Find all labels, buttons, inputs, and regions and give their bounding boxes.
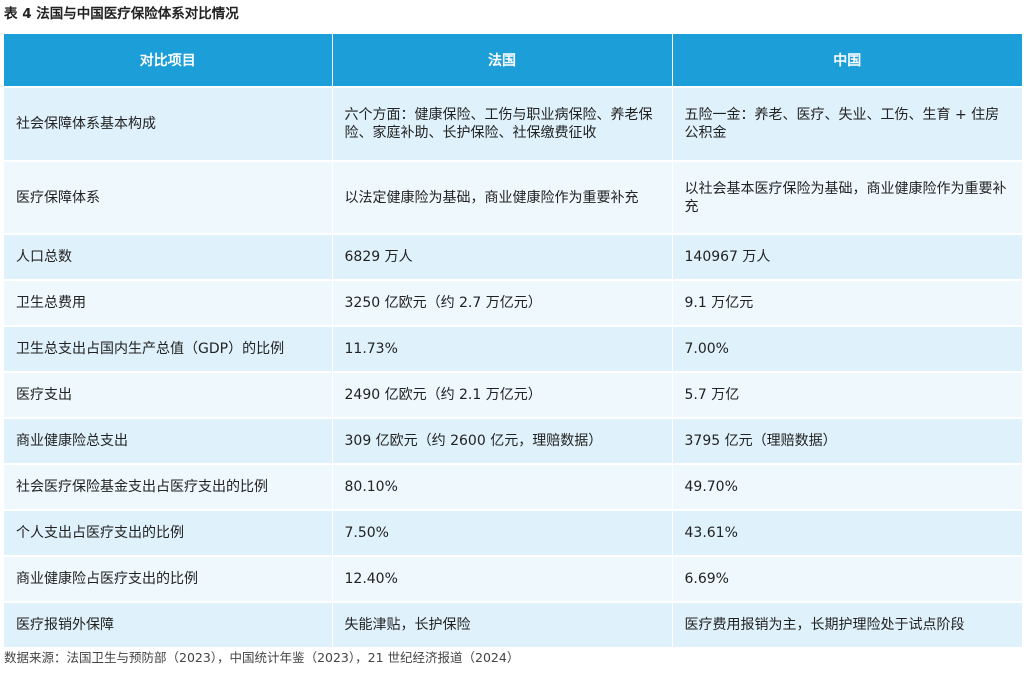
- row-france: 3250 亿欧元（约 2.7 万亿元）: [332, 279, 673, 326]
- table-row: 商业健康险占医疗支出的比例 12.40% 6.69%: [4, 555, 1022, 602]
- data-source-note: 数据来源：法国卫生与预防部（2023），中国统计年鉴（2023），21 世纪经济…: [4, 650, 520, 665]
- row-item: 卫生总费用: [4, 279, 333, 326]
- row-china: 7.00%: [672, 325, 1022, 372]
- row-france: 11.73%: [332, 325, 673, 372]
- table-row: 卫生总支出占国内生产总值（GDP）的比例 11.73% 7.00%: [4, 325, 1022, 372]
- table-row: 个人支出占医疗支出的比例 7.50% 43.61%: [4, 509, 1022, 556]
- table-row: 社会医疗保险基金支出占医疗支出的比例 80.10% 49.70%: [4, 463, 1022, 510]
- row-france: 失能津贴，长护保险: [332, 601, 673, 647]
- row-item: 社会医疗保险基金支出占医疗支出的比例: [4, 463, 333, 510]
- table-row: 人口总数 6829 万人 140967 万人: [4, 233, 1022, 280]
- header-china: 中国: [672, 34, 1022, 87]
- row-france: 80.10%: [332, 463, 673, 510]
- row-france: 309 亿欧元（约 2600 亿元，理赔数据）: [332, 417, 673, 464]
- row-item: 商业健康险占医疗支出的比例: [4, 555, 333, 602]
- row-china: 5.7 万亿: [672, 371, 1022, 418]
- comparison-table: 对比项目 法国 中国 社会保障体系基本构成 六个方面：健康保险、工伤与职业病保险…: [4, 34, 1022, 647]
- row-china: 9.1 万亿元: [672, 279, 1022, 326]
- row-china: 140967 万人: [672, 233, 1022, 280]
- table-title: 表 4 法国与中国医疗保险体系对比情况: [4, 6, 239, 22]
- row-item: 医疗报销外保障: [4, 601, 333, 647]
- row-china: 49.70%: [672, 463, 1022, 510]
- row-item: 社会保障体系基本构成: [4, 86, 333, 161]
- row-china: 6.69%: [672, 555, 1022, 602]
- table-row: 商业健康险总支出 309 亿欧元（约 2600 亿元，理赔数据） 3795 亿元…: [4, 417, 1022, 464]
- table-row: 社会保障体系基本构成 六个方面：健康保险、工伤与职业病保险、养老保险、家庭补助、…: [4, 86, 1022, 161]
- row-france: 6829 万人: [332, 233, 673, 280]
- table-header-row: 对比项目 法国 中国: [4, 34, 1022, 87]
- row-item: 商业健康险总支出: [4, 417, 333, 464]
- row-item: 卫生总支出占国内生产总值（GDP）的比例: [4, 325, 333, 372]
- row-china: 以社会基本医疗保险为基础，商业健康险作为重要补充: [672, 160, 1022, 234]
- row-china: 3795 亿元（理赔数据）: [672, 417, 1022, 464]
- row-item: 人口总数: [4, 233, 333, 280]
- row-france: 2490 亿欧元（约 2.1 万亿元）: [332, 371, 673, 418]
- row-france: 六个方面：健康保险、工伤与职业病保险、养老保险、家庭补助、长护保险、社保缴费征收: [332, 86, 673, 161]
- header-france: 法国: [332, 34, 673, 87]
- table-row: 医疗报销外保障 失能津贴，长护保险 医疗费用报销为主，长期护理险处于试点阶段: [4, 601, 1022, 647]
- row-france: 以法定健康险为基础，商业健康险作为重要补充: [332, 160, 673, 234]
- row-item: 医疗保障体系: [4, 160, 333, 234]
- table-row: 医疗保障体系 以法定健康险为基础，商业健康险作为重要补充 以社会基本医疗保险为基…: [4, 160, 1022, 234]
- row-france: 12.40%: [332, 555, 673, 602]
- table-row: 卫生总费用 3250 亿欧元（约 2.7 万亿元） 9.1 万亿元: [4, 279, 1022, 326]
- row-china: 43.61%: [672, 509, 1022, 556]
- row-item: 个人支出占医疗支出的比例: [4, 509, 333, 556]
- header-item: 对比项目: [4, 34, 333, 87]
- row-china: 医疗费用报销为主，长期护理险处于试点阶段: [672, 601, 1022, 647]
- row-france: 7.50%: [332, 509, 673, 556]
- row-china: 五险一金：养老、医疗、失业、工伤、生育 + 住房公积金: [672, 86, 1022, 161]
- row-item: 医疗支出: [4, 371, 333, 418]
- table-row: 医疗支出 2490 亿欧元（约 2.1 万亿元） 5.7 万亿: [4, 371, 1022, 418]
